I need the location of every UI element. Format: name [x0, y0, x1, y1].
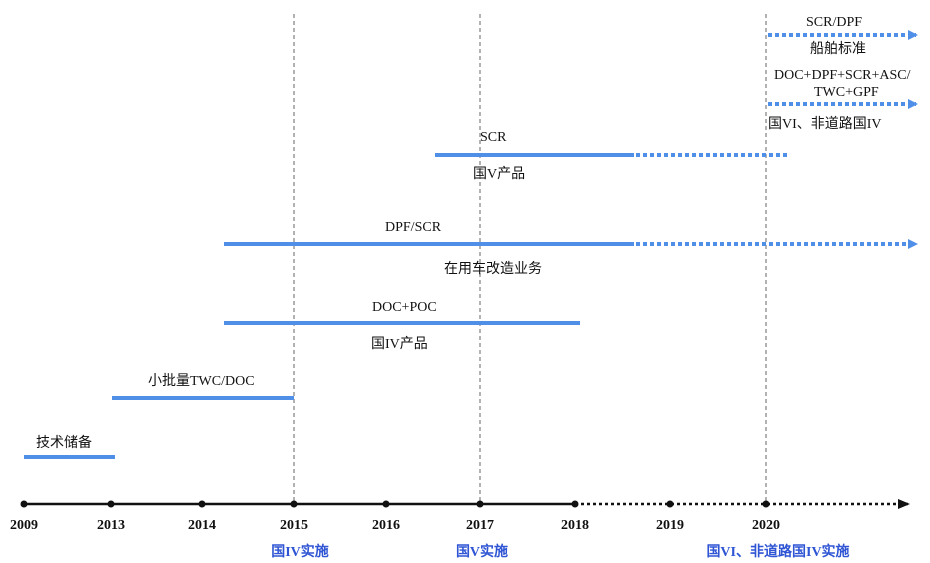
- bar-guo6-sublabel: 国VI、非道路国IV: [768, 116, 882, 132]
- bar-scr-guo5: [435, 153, 634, 157]
- year-label-2018: 2018: [561, 518, 589, 533]
- year-label-2009: 2009: [10, 518, 38, 533]
- bar-scr-guo5-sublabel: 国V产品: [473, 166, 525, 182]
- bar-doc-poc: [224, 321, 580, 325]
- bar-ship-label: SCR/DPF: [806, 15, 862, 30]
- year-dot-2017: [476, 500, 484, 508]
- bar-dpf-scr: [224, 242, 634, 246]
- year-dot-2013: [107, 500, 115, 508]
- policy-label-guo6: 国VI、非道路国IV实施: [706, 543, 849, 560]
- bar-small-batch: [112, 396, 294, 400]
- bar-guo6-label: DOC+DPF+SCR+ASC/: [774, 68, 911, 83]
- year-label-2019: 2019: [656, 518, 684, 533]
- year-dot-2015: [290, 500, 298, 508]
- year-label-2016: 2016: [372, 518, 400, 533]
- year-label-2017: 2017: [466, 518, 494, 533]
- year-label-2015: 2015: [280, 518, 308, 533]
- policy-label-guo5: 国V实施: [456, 543, 508, 560]
- bar-doc-poc-label: DOC+POC: [372, 300, 437, 315]
- bar-doc-poc-sublabel: 国IV产品: [371, 336, 428, 352]
- bar-guo6-label-line2: TWC+GPF: [814, 85, 879, 100]
- year-label-2020: 2020: [752, 518, 780, 533]
- year-dot-2016: [382, 500, 390, 508]
- bar-tech-reserve: [24, 455, 115, 459]
- year-dot-2014: [198, 500, 206, 508]
- policy-label-guo4: 国IV实施: [271, 543, 329, 560]
- bar-tech-reserve-label: 技术储备: [36, 434, 92, 451]
- bar-dpf-scr-label: DPF/SCR: [385, 220, 442, 235]
- year-dot-2009: [20, 500, 28, 508]
- year-label-2014: 2014: [188, 518, 216, 533]
- bar-dpf-scr-sublabel: 在用车改造业务: [444, 260, 542, 277]
- bar-scr-guo5-label: SCR: [480, 130, 507, 145]
- year-label-2013: 2013: [97, 518, 125, 533]
- bar-ship-sublabel: 船舶标准: [810, 41, 866, 57]
- bar-small-batch-label: 小批量TWC/DOC: [148, 373, 255, 389]
- year-dot-2019: [666, 500, 674, 508]
- year-dot-2018: [571, 500, 579, 508]
- year-dot-2020: [762, 500, 770, 508]
